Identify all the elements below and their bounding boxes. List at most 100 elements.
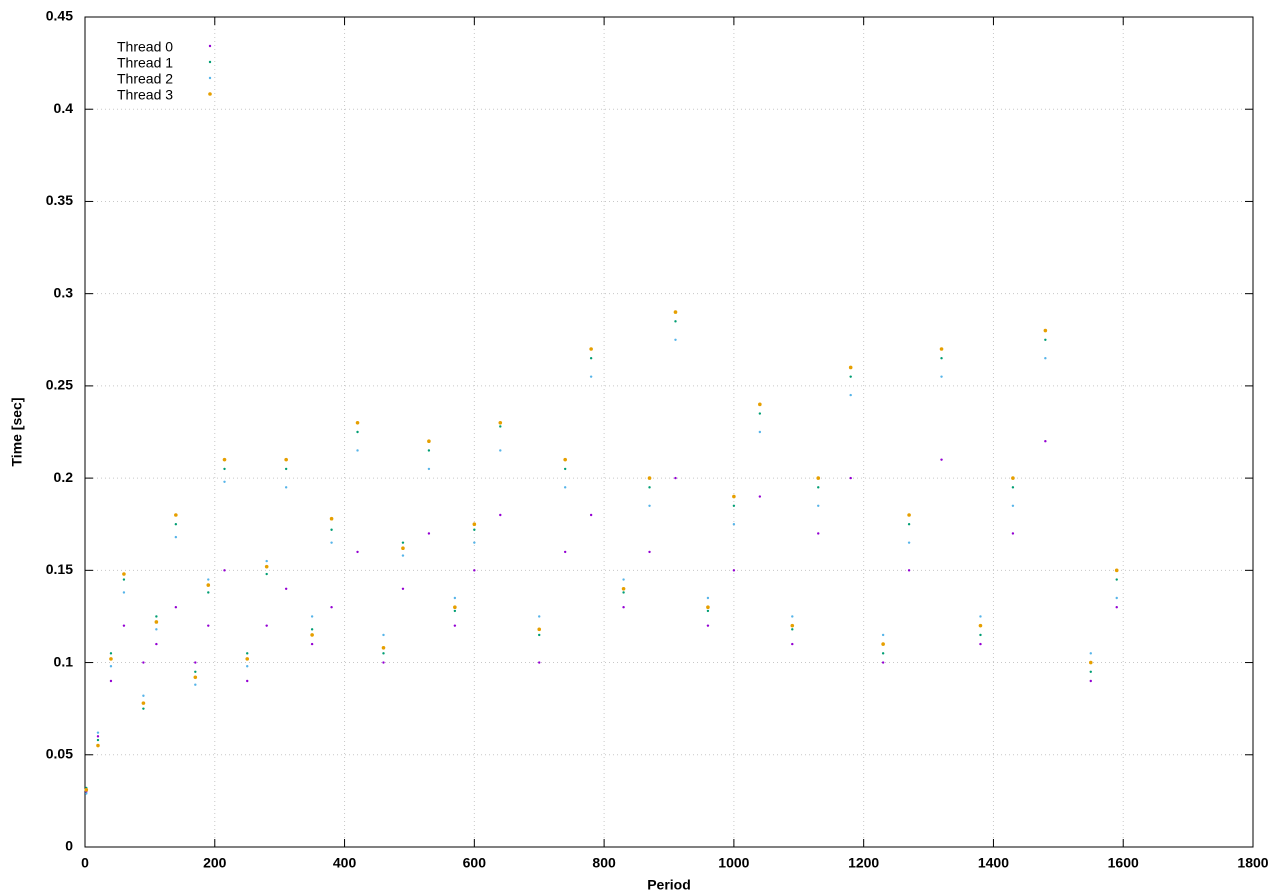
- legend-marker: [208, 92, 212, 96]
- point: [330, 541, 333, 544]
- point: [381, 646, 386, 650]
- point: [96, 743, 100, 748]
- point: [174, 513, 178, 517]
- point: [194, 670, 197, 673]
- point: [538, 633, 541, 637]
- point: [1044, 357, 1047, 360]
- point: [816, 476, 821, 480]
- point: [706, 624, 710, 627]
- point: [1043, 328, 1048, 333]
- y-tick-label: 0.35: [46, 192, 73, 208]
- point: [401, 546, 405, 550]
- point: [979, 615, 982, 618]
- point: [758, 495, 762, 498]
- point: [791, 615, 794, 618]
- point: [881, 652, 885, 655]
- point: [978, 623, 983, 628]
- point: [907, 513, 911, 517]
- point: [1011, 486, 1015, 489]
- point: [109, 657, 113, 661]
- point: [940, 375, 943, 378]
- point: [284, 587, 288, 590]
- point: [758, 412, 762, 415]
- point: [706, 605, 710, 610]
- point: [1115, 606, 1118, 609]
- point: [207, 591, 210, 594]
- point: [979, 633, 982, 637]
- point: [622, 578, 625, 581]
- y-tick-label: 0: [65, 838, 73, 854]
- y-tick-label: 0.1: [54, 653, 74, 669]
- x-axis-title: Period: [647, 877, 691, 893]
- point: [817, 486, 820, 489]
- point: [706, 596, 710, 600]
- point: [154, 620, 159, 624]
- point: [155, 642, 158, 646]
- point: [246, 665, 249, 668]
- point: [223, 480, 226, 483]
- y-tick-label: 0.05: [46, 745, 73, 761]
- x-tick-label: 600: [463, 855, 487, 871]
- point: [473, 569, 476, 572]
- point: [758, 402, 762, 407]
- point: [817, 504, 820, 507]
- point: [109, 665, 113, 668]
- point: [206, 583, 211, 587]
- point: [1089, 679, 1092, 683]
- point: [284, 457, 288, 462]
- point: [96, 735, 100, 738]
- point: [453, 609, 457, 613]
- point: [940, 458, 943, 461]
- point: [674, 338, 677, 341]
- point: [1011, 532, 1015, 535]
- point: [141, 701, 146, 705]
- point: [246, 679, 249, 683]
- point: [142, 661, 145, 664]
- x-tick-label: 1200: [848, 855, 879, 871]
- point: [401, 541, 405, 544]
- y-tick-label: 0.45: [46, 8, 73, 24]
- point: [310, 628, 314, 631]
- point: [265, 572, 268, 576]
- point: [1089, 652, 1092, 655]
- point: [245, 657, 250, 661]
- x-tick-label: 800: [592, 855, 616, 871]
- y-axis-title: Time [sec]: [9, 398, 25, 467]
- x-tick-label: 400: [333, 855, 357, 871]
- point: [940, 357, 943, 360]
- point: [382, 661, 385, 664]
- point: [96, 731, 100, 734]
- point: [356, 449, 359, 452]
- point: [223, 467, 226, 471]
- point: [732, 504, 736, 507]
- point: [648, 550, 651, 554]
- point: [473, 541, 476, 544]
- point: [499, 425, 502, 428]
- point: [791, 628, 794, 631]
- point: [1115, 596, 1118, 600]
- point: [155, 628, 158, 631]
- point: [427, 439, 431, 444]
- point: [1011, 476, 1015, 480]
- point: [356, 430, 359, 434]
- point: [790, 623, 795, 628]
- point: [330, 528, 333, 531]
- point: [732, 494, 736, 499]
- point: [284, 467, 288, 471]
- point: [473, 528, 476, 531]
- point: [174, 523, 178, 526]
- point: [401, 587, 405, 590]
- point: [939, 347, 944, 351]
- point: [194, 661, 197, 664]
- point: [382, 633, 385, 637]
- point: [538, 661, 541, 664]
- point: [264, 564, 269, 569]
- x-tick-label: 0: [81, 855, 89, 871]
- legend-marker: [208, 76, 212, 80]
- point: [881, 642, 885, 646]
- point: [758, 430, 762, 434]
- point: [706, 609, 710, 613]
- point: [329, 516, 334, 521]
- point: [1044, 338, 1047, 341]
